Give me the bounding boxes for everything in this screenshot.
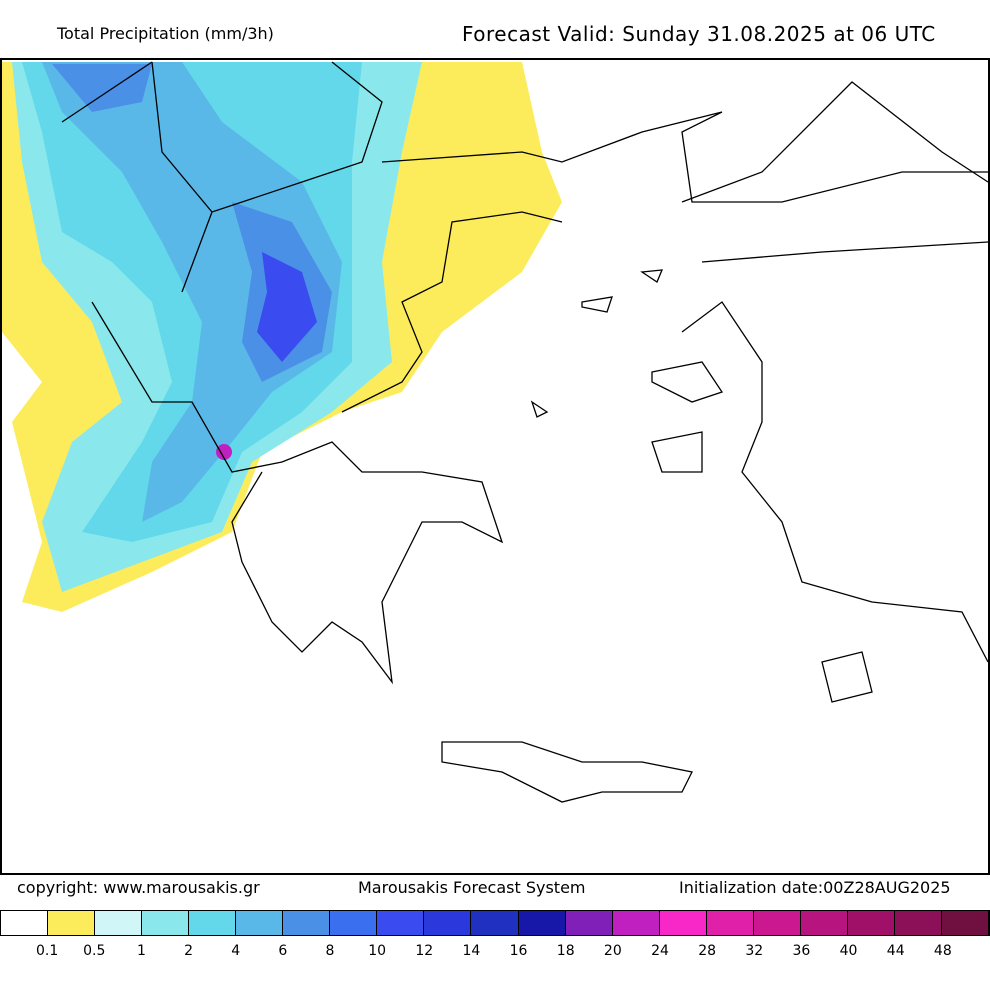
map-canvas — [2, 61, 989, 803]
legend-label: 10 — [368, 943, 387, 959]
legend-label: 6 — [278, 943, 288, 959]
legend-label: 2 — [184, 943, 194, 959]
copyright-text: copyright: www.marousakis.gr — [17, 878, 260, 897]
legend-label: 18 — [556, 943, 575, 959]
precipitation-field — [2, 62, 562, 612]
legend-swatch — [518, 911, 566, 935]
legend-swatch — [424, 911, 472, 935]
legend-label: 14 — [462, 943, 481, 959]
legend-swatch — [941, 911, 989, 935]
legend-label: 0.5 — [83, 943, 106, 959]
legend-swatch — [95, 911, 143, 935]
legend-label: 48 — [933, 943, 952, 959]
legend-label: 0.1 — [36, 943, 59, 959]
forecast-valid-time: Forecast Valid: Sunday 31.08.2025 at 06 … — [462, 22, 936, 46]
legend-swatch — [1, 911, 49, 935]
legend-swatch — [189, 911, 237, 935]
precip-max — [216, 444, 232, 460]
legend-swatch — [283, 911, 331, 935]
map-title: Total Precipitation (mm/3h) — [57, 24, 274, 43]
legend-swatch — [330, 911, 378, 935]
legend-label: 4 — [231, 943, 241, 959]
precipitation-map — [0, 58, 990, 875]
legend-swatch — [800, 911, 848, 935]
legend-label: 20 — [603, 943, 622, 959]
initialization-date: Initialization date:00Z28AUG2025 — [679, 878, 951, 897]
legend-swatch — [706, 911, 754, 935]
color-legend — [0, 910, 990, 936]
system-name: Marousakis Forecast System — [358, 878, 586, 897]
legend-swatch — [236, 911, 284, 935]
legend-swatch — [565, 911, 613, 935]
precip-blue-mid — [42, 62, 342, 522]
legend-label: 28 — [698, 943, 717, 959]
legend-swatch — [612, 911, 660, 935]
legend-swatch — [377, 911, 425, 935]
legend-label: 40 — [839, 943, 858, 959]
legend-swatch — [847, 911, 895, 935]
legend-label: 12 — [415, 943, 434, 959]
precip-blue — [52, 64, 332, 382]
legend-label: 36 — [792, 943, 811, 959]
legend-swatch — [659, 911, 707, 935]
coastlines-borders — [61, 61, 989, 803]
legend-label: 24 — [651, 943, 669, 959]
legend-label: 32 — [745, 943, 764, 959]
legend-label: 16 — [509, 943, 528, 959]
legend-label: 44 — [886, 943, 905, 959]
legend-swatch — [48, 911, 96, 935]
legend-label: 8 — [325, 943, 335, 959]
legend-swatch — [142, 911, 190, 935]
legend-swatch — [471, 911, 519, 935]
legend-label: 1 — [136, 943, 146, 959]
legend-swatch — [894, 911, 942, 935]
legend-swatch — [753, 911, 801, 935]
precip-blue-dark — [257, 252, 317, 362]
